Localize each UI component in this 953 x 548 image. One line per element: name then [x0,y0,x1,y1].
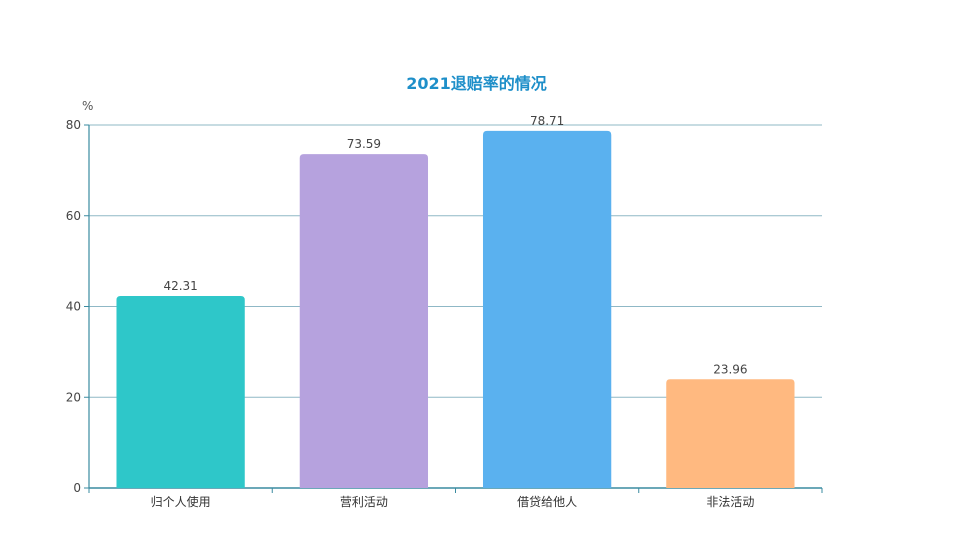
x-tick-label: 营利活动 [340,495,388,509]
bar [116,296,245,488]
bar-value-label: 78.71 [530,114,564,128]
y-tick-label: 0 [73,481,81,495]
y-tick-label: 60 [66,209,81,223]
bar-value-label: 23.96 [713,362,747,376]
bar [482,130,612,488]
bar [666,379,795,488]
x-tick-label: 借贷给他人 [517,495,577,509]
y-axis-unit: % [82,99,94,113]
chart-title: 2021退赔率的情况 [406,74,547,93]
bar [299,154,429,488]
y-tick-label: 40 [66,300,81,314]
y-tick-label: 80 [66,118,81,132]
bar-value-label: 42.31 [163,279,197,293]
x-tick-label: 非法活动 [706,495,754,509]
y-tick-label: 20 [66,390,81,404]
x-tick-label: 归个人使用 [151,494,211,509]
bar-value-label: 73.59 [347,137,381,151]
